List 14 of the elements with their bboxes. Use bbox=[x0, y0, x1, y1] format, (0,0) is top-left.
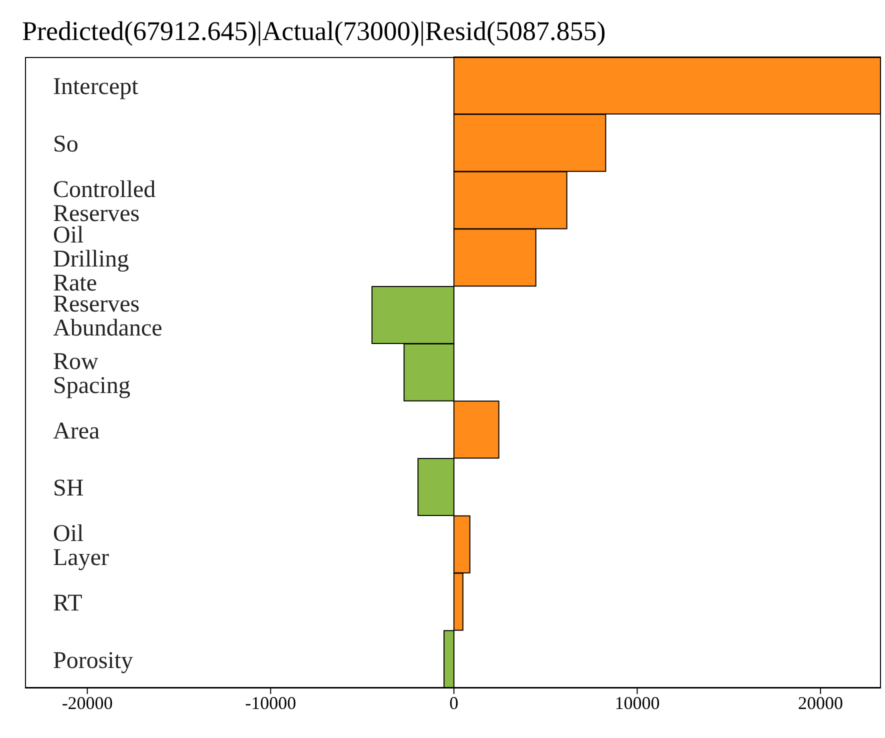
y-tick-label: Row Spacing bbox=[53, 349, 130, 400]
y-tick-label: Area bbox=[53, 418, 100, 444]
chart-title: Predicted(67912.645)|Actual(73000)|Resid(5087.855) bbox=[22, 16, 606, 47]
x-tick-label: 20000 bbox=[798, 692, 844, 713]
x-tick-label: 0 bbox=[449, 692, 458, 713]
x-tick-label: 10000 bbox=[614, 692, 660, 713]
y-tick-label: Oil Layer bbox=[53, 521, 109, 572]
y-tick-label: Porosity bbox=[53, 648, 134, 674]
y-tick-label: So bbox=[53, 132, 78, 158]
y-tick-label: RT bbox=[53, 590, 83, 616]
x-tick-label: -10000 bbox=[245, 692, 296, 713]
x-tick-label: -20000 bbox=[62, 692, 113, 713]
y-tick-label: SH bbox=[53, 476, 84, 502]
y-tick-label: Intercept bbox=[53, 74, 139, 100]
